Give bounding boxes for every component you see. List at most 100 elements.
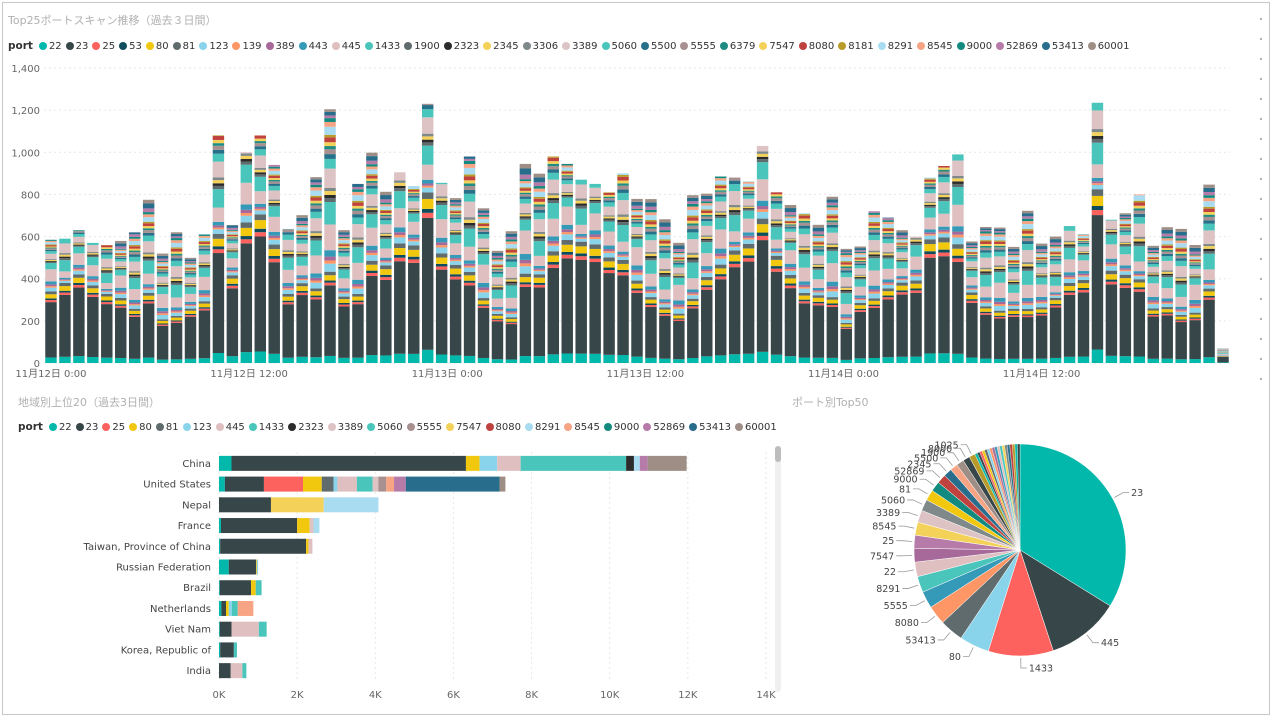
segment-5500[interactable] bbox=[673, 263, 685, 265]
segment-80[interactable] bbox=[310, 291, 322, 296]
segment-8291[interactable] bbox=[924, 177, 936, 179]
segment-23[interactable] bbox=[240, 243, 253, 353]
segment-1900[interactable] bbox=[756, 159, 769, 163]
segment-80[interactable] bbox=[798, 295, 811, 300]
segment-3389[interactable] bbox=[1119, 235, 1132, 242]
segment-443[interactable] bbox=[938, 226, 950, 230]
segment-5060[interactable] bbox=[268, 185, 280, 191]
segment-1900[interactable] bbox=[408, 212, 420, 214]
segment-7547[interactable] bbox=[659, 243, 671, 246]
segment-81[interactable] bbox=[784, 275, 797, 279]
segment-23[interactable] bbox=[1077, 292, 1090, 357]
segment-25[interactable] bbox=[1203, 297, 1215, 300]
segment-25[interactable] bbox=[533, 284, 546, 288]
segment-443[interactable] bbox=[701, 266, 713, 270]
segment-6379[interactable] bbox=[505, 254, 518, 257]
segment-445[interactable] bbox=[254, 191, 266, 204]
segment-5555[interactable] bbox=[673, 261, 685, 264]
segment-8080[interactable] bbox=[170, 248, 183, 252]
segment-443[interactable] bbox=[184, 301, 197, 304]
segment-443[interactable] bbox=[59, 277, 71, 280]
segment-25[interactable] bbox=[980, 313, 992, 315]
segment-389[interactable] bbox=[938, 229, 950, 232]
column-47[interactable] bbox=[701, 193, 713, 363]
segment-9000[interactable] bbox=[840, 253, 853, 255]
segment-6379[interactable] bbox=[673, 260, 685, 262]
segment-1900[interactable] bbox=[1091, 138, 1104, 143]
segment-8080[interactable] bbox=[533, 198, 546, 202]
segment-8181[interactable] bbox=[547, 156, 560, 158]
column-72[interactable] bbox=[1049, 236, 1062, 363]
segment-6379[interactable] bbox=[268, 179, 280, 182]
segment-23[interactable] bbox=[687, 308, 699, 359]
segment-23[interactable] bbox=[714, 279, 727, 356]
segment-8080[interactable] bbox=[980, 241, 992, 244]
segment-445[interactable] bbox=[435, 219, 448, 238]
segment-8545[interactable] bbox=[505, 241, 518, 245]
segment-5060[interactable] bbox=[338, 252, 350, 257]
segment-2323[interactable] bbox=[533, 236, 546, 239]
segment-22[interactable] bbox=[142, 357, 155, 363]
segment-123[interactable] bbox=[659, 304, 671, 308]
segment-80[interactable] bbox=[212, 238, 225, 247]
segment-3306[interactable] bbox=[156, 282, 169, 284]
segment-3389[interactable] bbox=[115, 261, 127, 267]
segment-25[interactable] bbox=[435, 266, 448, 270]
segment-139[interactable] bbox=[463, 265, 476, 268]
segment-60001[interactable] bbox=[1008, 246, 1020, 249]
segment-445[interactable] bbox=[338, 278, 350, 289]
segment-23[interactable] bbox=[770, 271, 783, 355]
segment-1900[interactable] bbox=[73, 245, 85, 247]
segment-22[interactable] bbox=[1049, 357, 1062, 363]
segment-2323[interactable] bbox=[1119, 244, 1132, 246]
segment-22[interactable] bbox=[219, 642, 221, 658]
segment-23[interactable] bbox=[394, 261, 406, 354]
segment-53[interactable] bbox=[240, 236, 253, 240]
segment-123[interactable] bbox=[924, 235, 936, 240]
segment-139[interactable] bbox=[1091, 183, 1104, 185]
segment-22[interactable] bbox=[1008, 358, 1020, 363]
segment-139[interactable] bbox=[240, 213, 253, 216]
segment-6379[interactable] bbox=[1119, 227, 1132, 229]
segment-8080[interactable] bbox=[840, 262, 853, 265]
segment-139[interactable] bbox=[59, 280, 71, 282]
segment-8545[interactable] bbox=[896, 238, 908, 241]
segment-5555[interactable] bbox=[156, 270, 169, 273]
segment-3389[interactable] bbox=[324, 168, 336, 188]
segment-8545[interactable] bbox=[812, 235, 825, 238]
segment-389[interactable] bbox=[854, 297, 866, 300]
segment-52869[interactable] bbox=[268, 164, 280, 167]
segment-443[interactable] bbox=[1021, 298, 1034, 302]
segment-8291[interactable] bbox=[701, 205, 713, 210]
segment-22[interactable] bbox=[1189, 359, 1201, 363]
segment-25[interactable] bbox=[561, 254, 573, 259]
segment-80[interactable] bbox=[491, 315, 504, 319]
segment-5500[interactable] bbox=[1049, 258, 1062, 261]
segment-123[interactable] bbox=[687, 295, 699, 299]
column-22[interactable] bbox=[352, 183, 364, 363]
legend-item-5060[interactable]: 5060 bbox=[367, 422, 403, 433]
segment-52869[interactable] bbox=[631, 205, 643, 209]
segment-7547[interactable] bbox=[980, 243, 992, 246]
segment-139[interactable] bbox=[1008, 304, 1020, 307]
segment-443[interactable] bbox=[142, 284, 155, 287]
segment-3306[interactable] bbox=[282, 250, 294, 252]
segment-123[interactable] bbox=[324, 263, 336, 272]
segment-23[interactable] bbox=[1063, 294, 1076, 357]
segment-53[interactable] bbox=[687, 304, 699, 307]
column-5[interactable] bbox=[115, 240, 127, 363]
segment-53[interactable] bbox=[1063, 290, 1076, 293]
segment-3306[interactable] bbox=[687, 252, 699, 255]
segment-5060[interactable] bbox=[1175, 260, 1187, 267]
segment-25[interactable] bbox=[268, 258, 280, 263]
segment-2323[interactable] bbox=[184, 285, 197, 287]
segment-123[interactable] bbox=[226, 272, 239, 276]
segment-9000[interactable] bbox=[156, 260, 169, 262]
segment-7547[interactable] bbox=[687, 220, 699, 224]
column-31[interactable] bbox=[477, 208, 490, 363]
segment-6379[interactable] bbox=[491, 268, 504, 270]
segment-389[interactable] bbox=[714, 253, 727, 257]
segment-2345[interactable] bbox=[798, 247, 811, 251]
segment-2323[interactable] bbox=[45, 261, 57, 262]
segment-5500[interactable] bbox=[449, 217, 462, 220]
